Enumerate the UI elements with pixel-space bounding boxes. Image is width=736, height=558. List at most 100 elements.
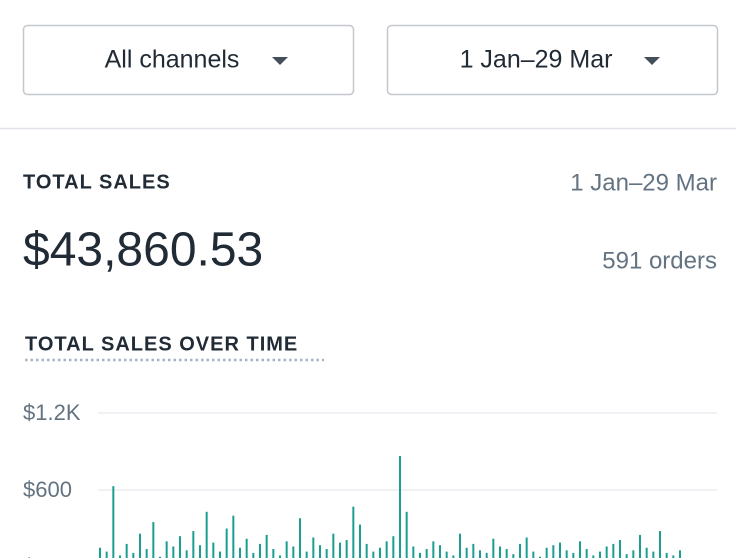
bar [185,550,188,558]
bar [285,541,288,558]
bar [545,547,548,558]
caret [272,57,288,65]
total-value: $43,860.53 [23,224,263,277]
bar [245,538,248,558]
bar [452,555,455,558]
bar [312,537,315,558]
bar [152,522,155,558]
bar [199,545,201,558]
bar [172,546,175,558]
bar [179,536,181,558]
bar [419,552,421,558]
bar [465,547,468,558]
y-tick-label: $0 [23,554,47,558]
bar [519,543,521,558]
bar [192,531,195,558]
bar [232,515,235,558]
orders: 591 orders [602,247,717,274]
bar [672,555,675,558]
bar [132,552,135,558]
bar [479,550,481,558]
bar [632,550,635,558]
bar [385,541,388,558]
bar [272,549,275,558]
bar [505,549,508,558]
bar [339,542,341,558]
bar [332,533,335,558]
channel-dropdown[interactable] [22,24,355,96]
bar [565,550,568,558]
bar [485,552,488,558]
bar [659,531,661,558]
bar [639,534,641,558]
bar [159,556,161,558]
chart-title[interactable]: TOTAL SALES OVER TIME [25,333,298,355]
bar [585,549,588,558]
y-tick-label: $600 [23,477,72,502]
bar [165,541,168,558]
bar [145,549,148,558]
bar [559,542,561,558]
bar [579,541,581,558]
bar [139,533,141,558]
bar [292,546,295,558]
bar [265,534,268,558]
bar [612,543,615,558]
bar [665,552,668,558]
date-text[interactable]: 1 Jan–29 Mar [460,46,613,74]
bar [592,555,595,558]
bar [492,538,495,558]
bar [619,540,621,558]
bar [352,506,355,558]
bar [119,555,121,558]
bar [539,556,541,558]
y-tick-label: $1.2K [23,400,81,425]
bar [645,547,648,558]
bar [425,549,428,558]
bar [239,547,241,558]
bar [365,543,368,558]
summary-date: 1 Jan–29 Mar [570,169,717,196]
bar [105,551,108,558]
bar [225,528,228,558]
bar [445,551,448,558]
caret [644,57,660,65]
bar [599,551,601,558]
bar [372,551,375,558]
bar [572,552,575,558]
bar [552,545,555,558]
bar [652,551,655,558]
bar [512,554,515,558]
bar [259,543,261,558]
bar [499,546,501,558]
bar [205,511,208,558]
bar [112,486,115,558]
bar [605,546,608,558]
bar [212,542,215,558]
bar [319,545,321,558]
bar [359,524,361,558]
bar [532,551,535,558]
bar [412,546,415,558]
bar [405,511,408,558]
bar [219,551,221,558]
bar [525,537,528,558]
bar [299,518,301,558]
bar [99,547,101,558]
bar [432,541,435,558]
bar [305,551,308,558]
channel-text[interactable]: All channels [105,46,240,74]
bar [379,547,381,558]
bar [252,552,255,558]
bar [392,536,395,558]
bar [279,555,281,558]
bar [125,543,128,558]
bar [679,550,681,558]
bar [472,543,475,558]
bar [459,533,461,558]
bar [399,455,401,558]
bar [439,545,441,558]
date-dropdown[interactable] [386,24,719,96]
